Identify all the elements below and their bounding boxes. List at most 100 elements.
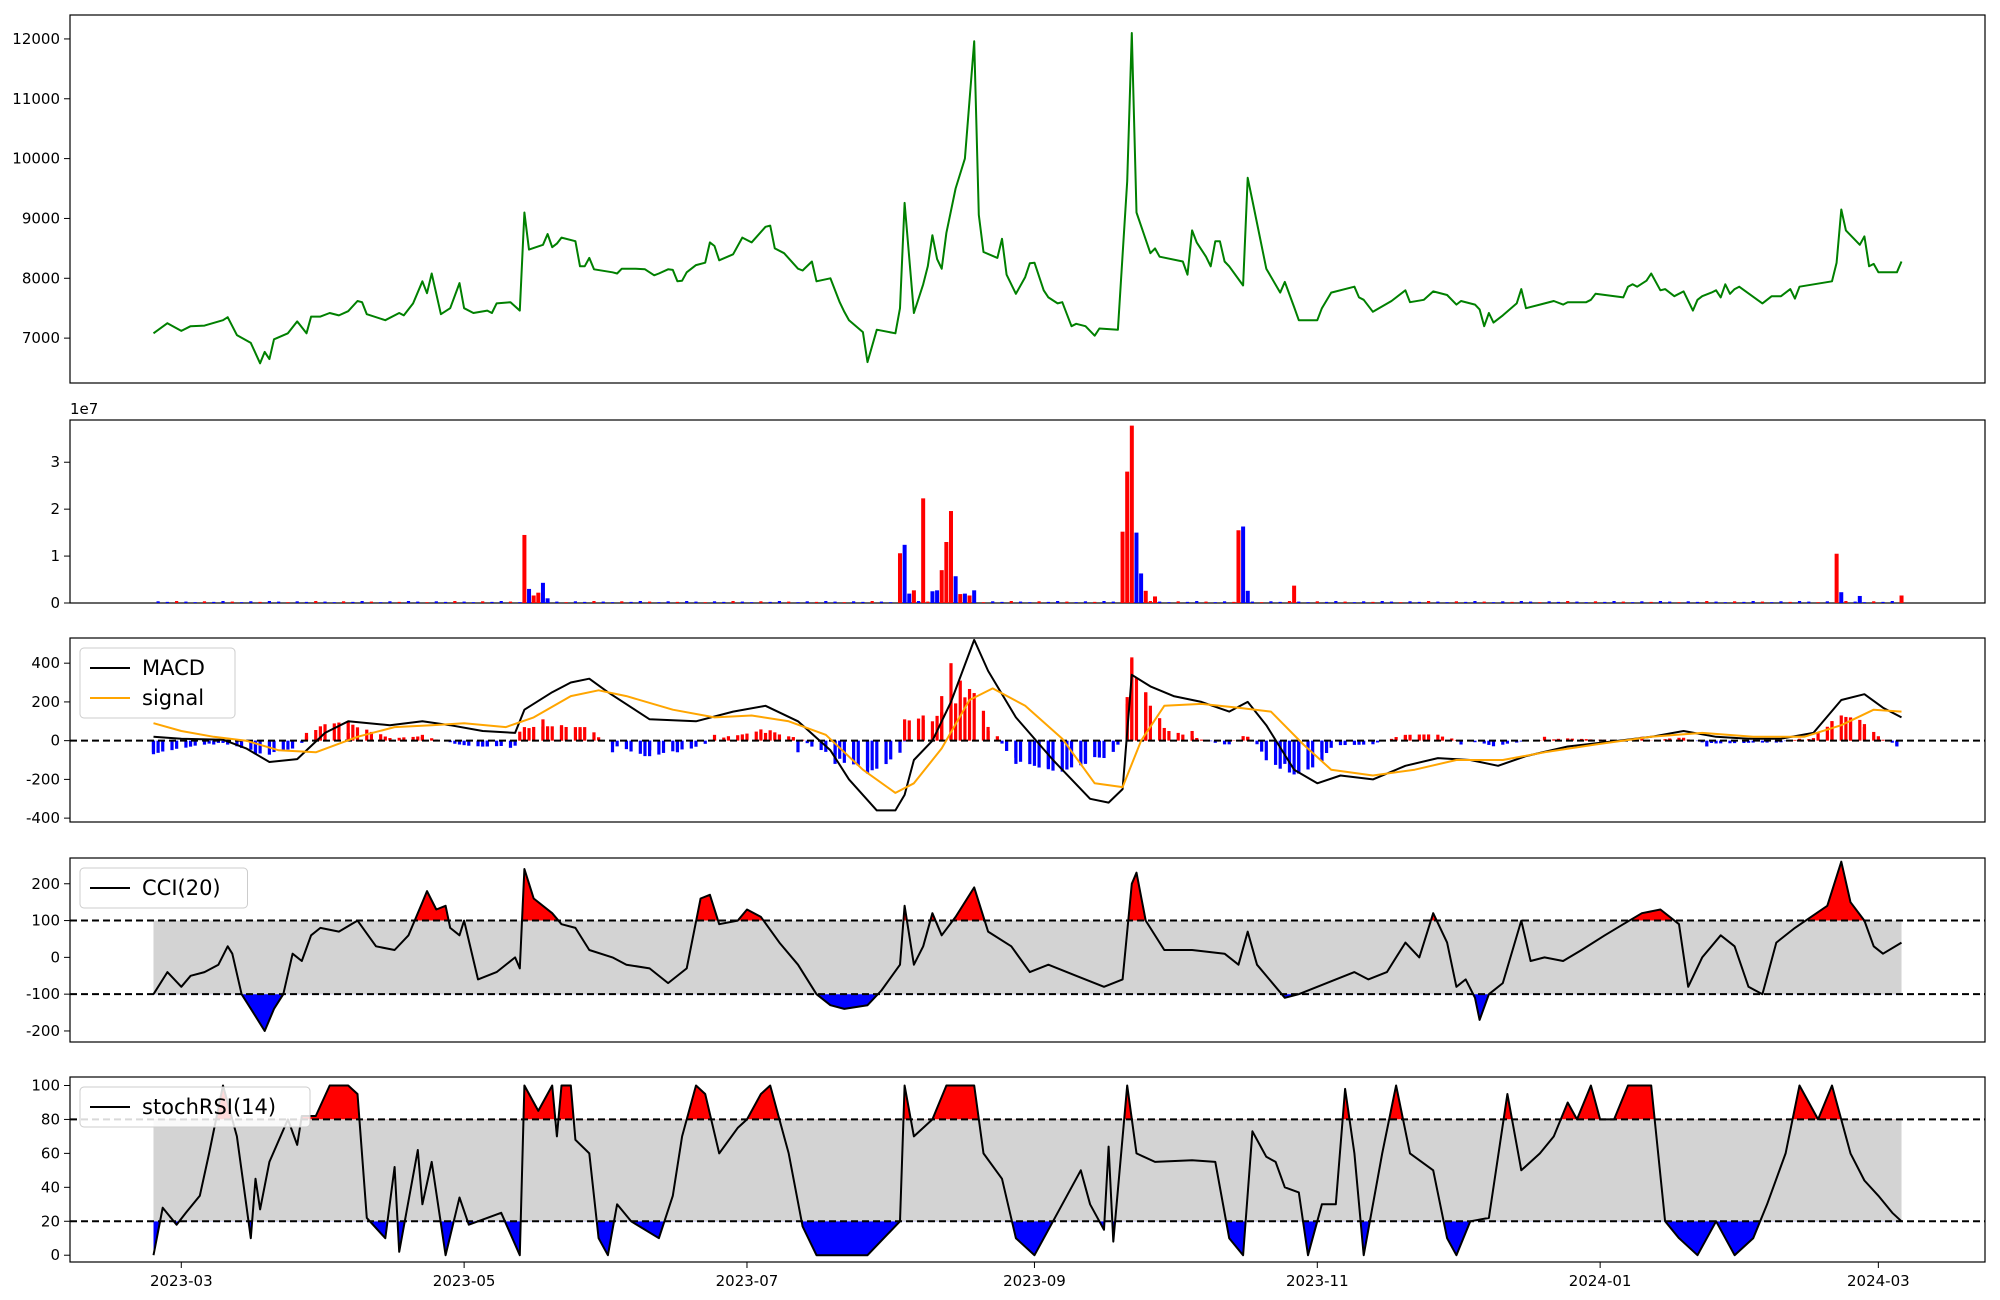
macd-histogram-bar	[1246, 736, 1250, 741]
volume-bar	[397, 601, 401, 603]
macd-histogram-bar	[819, 740, 823, 751]
macd-histogram-bar	[986, 730, 990, 741]
macd-histogram-bar	[1306, 740, 1310, 770]
macd-histogram-bar	[1287, 740, 1292, 773]
volume-bar	[1640, 601, 1644, 603]
stochrsi-ytick-label: 40	[41, 1178, 60, 1196]
stochrsi-legend-label: stochRSI(14)	[142, 1095, 276, 1119]
volume-bar	[1426, 601, 1431, 603]
macd-histogram-bar	[1733, 740, 1737, 744]
macd-histogram-bar	[661, 740, 666, 753]
macd-histogram-bar	[712, 734, 717, 741]
macd-histogram-bar	[1848, 717, 1853, 741]
macd-histogram-bar	[272, 740, 276, 753]
macd-histogram-bar	[1872, 731, 1876, 741]
macd-histogram-bar	[1714, 740, 1718, 744]
macd-histogram-bar	[1005, 740, 1009, 751]
volume-bar	[453, 601, 457, 603]
volume-bar	[1733, 601, 1737, 603]
volume-bar	[1649, 601, 1653, 603]
volume-bar	[1482, 601, 1486, 603]
volume-panel: 0 1 2 3 1e7	[50, 400, 1986, 612]
macd-histogram-bar	[1241, 736, 1245, 741]
macd-histogram-bar	[875, 740, 879, 769]
cci-ytick-label: 200	[31, 875, 60, 893]
macd-histogram-bar	[833, 740, 837, 764]
volume-bar	[1362, 601, 1366, 603]
macd-histogram-bar	[202, 740, 207, 745]
macd-histogram-bar	[1338, 740, 1343, 746]
macd-histogram-bar	[1371, 740, 1375, 745]
volume-bar	[555, 601, 559, 603]
x-tick-label: 2023-03	[150, 1272, 213, 1290]
volume-bar	[991, 601, 995, 603]
volume-bar	[911, 590, 916, 603]
volume-bar	[527, 588, 532, 603]
volume-bar	[861, 601, 865, 603]
volume-bar	[462, 601, 466, 603]
x-tick-label: 2023-09	[1003, 1272, 1066, 1290]
macd-histogram-bar	[754, 731, 758, 741]
macd-histogram-bar	[151, 740, 156, 753]
macd-histogram-bar	[1890, 740, 1894, 743]
macd-histogram-bar	[648, 740, 652, 751]
macd-histogram-bar	[221, 740, 225, 743]
macd-histogram-bar	[870, 740, 874, 771]
macd-ytick-label: 200	[31, 693, 60, 711]
macd-histogram-bar	[457, 740, 462, 745]
volume-bar	[824, 601, 828, 603]
stochrsi-ytick-label: 20	[41, 1212, 60, 1230]
volume-bar	[434, 601, 438, 603]
volume-bar	[193, 602, 197, 603]
macd-histogram-bar	[1830, 721, 1834, 741]
volume-bar	[518, 602, 522, 603]
volume-bar	[620, 601, 624, 603]
price-panel: 7000 8000 9000 10000 11000 12000	[12, 14, 1986, 384]
stochrsi-panel: 0 20 40 60 80 100 stochRSI(14)	[31, 1076, 1986, 1264]
macd-ytick-label: 400	[31, 654, 60, 672]
macd-histogram-bar	[1450, 738, 1454, 741]
volume-bar	[481, 601, 485, 603]
volume-bar	[1575, 601, 1579, 603]
macd-histogram-bar	[1487, 740, 1491, 745]
volume-bar	[592, 601, 596, 603]
volume-bar	[1519, 601, 1523, 603]
macd-histogram-bar	[388, 738, 392, 741]
macd-histogram-bar	[1394, 737, 1398, 741]
volume-bar	[1297, 601, 1301, 603]
volume-bar	[935, 590, 940, 603]
macd-histogram-bar	[564, 726, 568, 741]
macd-histogram-bar	[397, 737, 401, 741]
volume-bar	[1236, 530, 1241, 603]
macd-histogram-bar	[1584, 739, 1588, 741]
macd-histogram-bar	[1097, 740, 1101, 758]
volume-bar	[531, 595, 536, 603]
price-ytick-label: 9000	[22, 209, 60, 227]
stochrsi-series-stochrsi-14-	[152, 1084, 1903, 1257]
volume-bar	[1760, 601, 1765, 603]
volume-bar	[1491, 602, 1496, 603]
price-ytick-label: 8000	[22, 269, 60, 287]
volume-bar	[1454, 601, 1459, 603]
volume-bar	[314, 601, 318, 603]
macd-histogram-bar	[184, 740, 188, 748]
macd-histogram-bar	[1148, 705, 1152, 741]
volume-bar	[1872, 601, 1876, 603]
macd-histogram-bar	[1876, 736, 1880, 741]
macd-histogram-bar	[1375, 740, 1380, 743]
stochrsi-oversold-fill	[153, 1221, 1902, 1256]
macd-histogram-bar	[921, 715, 925, 741]
macd-histogram-bar	[610, 740, 615, 753]
macd-histogram-bar	[1357, 740, 1361, 745]
volume-bar	[1473, 601, 1477, 603]
macd-histogram-bar	[643, 740, 647, 757]
macd-histogram-bar	[967, 688, 972, 741]
volume-ytick-label: 1	[50, 547, 60, 565]
macd-histogram-bar	[332, 723, 336, 741]
volume-bar	[638, 601, 642, 603]
macd-histogram-bar	[1060, 740, 1064, 772]
macd-legend	[79, 647, 236, 719]
volume-bar	[583, 601, 587, 603]
volume-bar	[1714, 601, 1718, 603]
volume-bar	[833, 601, 837, 603]
